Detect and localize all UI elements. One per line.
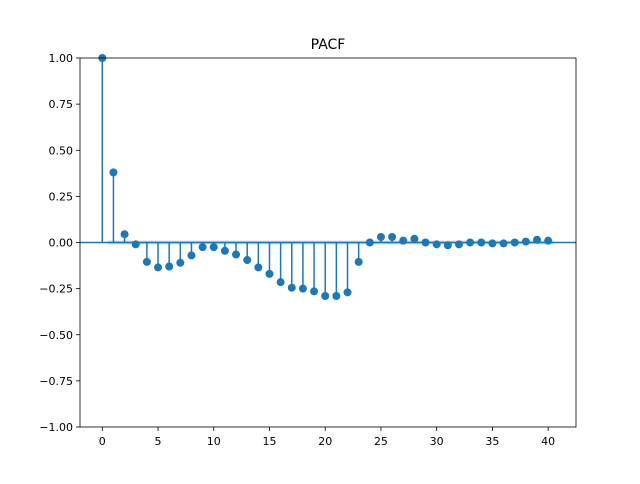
stem-marker — [232, 250, 241, 259]
stem-marker — [243, 256, 252, 265]
stem-marker — [254, 263, 263, 272]
stem-marker — [310, 287, 319, 296]
stem-marker — [142, 257, 151, 266]
stem-marker — [488, 239, 497, 248]
y-tick-label: 1.00 — [49, 52, 74, 65]
y-tick-label: 0.75 — [49, 98, 74, 111]
stem-marker — [332, 292, 341, 301]
y-tick-label: −0.75 — [39, 375, 73, 388]
stem-marker — [365, 238, 374, 247]
x-axis-ticks: 0 5 10 15 20 25 30 35 40 — [99, 427, 555, 448]
x-tick-label: 0 — [99, 435, 106, 448]
stem-marker — [443, 241, 452, 250]
stem-marker — [265, 269, 274, 278]
x-tick-label: 15 — [262, 435, 276, 448]
x-tick-label: 10 — [207, 435, 221, 448]
stem-marker — [120, 230, 129, 239]
stem-marker — [477, 238, 486, 247]
stem-marker — [187, 251, 196, 260]
stem-marker — [499, 239, 508, 248]
y-tick-label: −1.00 — [39, 421, 73, 434]
stem-marker — [399, 236, 408, 245]
stem-marker — [287, 283, 296, 292]
stem-marker — [421, 238, 430, 247]
stem-marker — [165, 262, 174, 271]
stem-marker — [466, 238, 475, 247]
stem-marker — [388, 232, 397, 241]
stem-marker — [154, 263, 163, 272]
stem-marker — [209, 243, 218, 252]
y-tick-label: −0.50 — [39, 329, 73, 342]
stem-marker — [376, 232, 385, 241]
stem-marker — [410, 234, 419, 243]
stem-marker — [354, 257, 363, 266]
stem-marker — [321, 292, 330, 301]
stem-marker — [432, 240, 441, 249]
x-tick-label: 25 — [374, 435, 388, 448]
stem-marker — [131, 240, 140, 249]
stem-marker — [454, 240, 463, 249]
stem-marker — [521, 237, 530, 246]
y-axis-ticks: −1.00 −0.75 −0.50 −0.25 0.00 0.25 0.50 0.75 1.00 — [39, 52, 80, 434]
y-tick-label: 0.00 — [49, 237, 74, 250]
y-tick-label: 0.50 — [49, 144, 74, 157]
x-tick-label: 30 — [430, 435, 444, 448]
stem-marker — [109, 168, 118, 177]
plot-frame — [79, 57, 577, 428]
y-tick-label: −0.25 — [39, 283, 73, 296]
stem-marker — [343, 288, 352, 297]
stem-marker — [532, 235, 541, 244]
x-tick-label: 5 — [155, 435, 162, 448]
stem-marker — [298, 284, 307, 293]
x-tick-label: 35 — [485, 435, 499, 448]
x-tick-label: 20 — [318, 435, 332, 448]
chart-title: PACF — [311, 37, 346, 53]
y-tick-label: 0.25 — [49, 190, 74, 203]
stem-marker — [276, 278, 285, 287]
stem-marker — [198, 243, 207, 252]
x-tick-label: 40 — [541, 435, 555, 448]
stem-marker — [176, 258, 185, 267]
stem-marker — [510, 238, 519, 247]
marker-layer — [98, 54, 553, 301]
stem-marker — [544, 236, 553, 245]
stem-marker — [220, 246, 229, 255]
